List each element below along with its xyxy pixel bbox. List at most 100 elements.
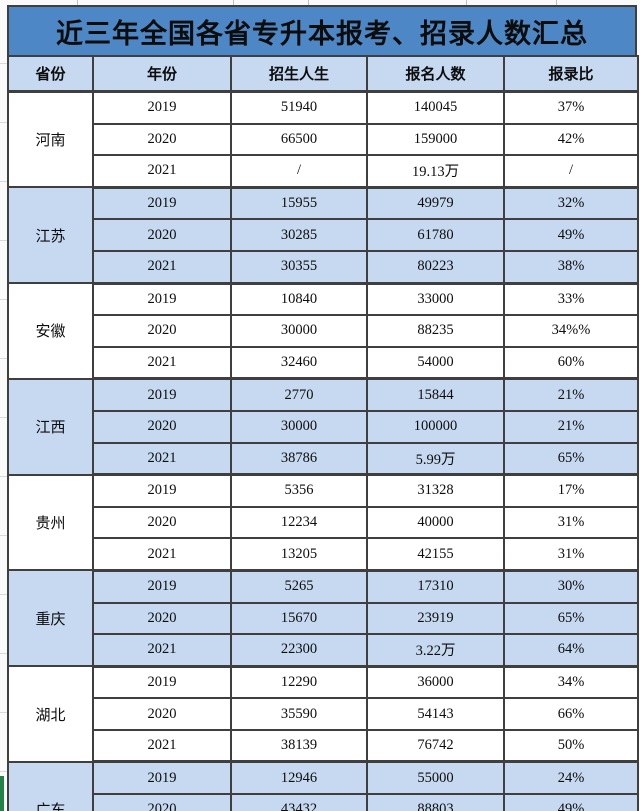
cell-ratio: 66% [503,697,639,731]
cell-ratio: 64% [503,633,639,668]
gridline-tick [308,0,309,5]
cell-ratio: 32% [503,186,639,221]
cell-applicants: 31328 [366,473,505,508]
table-row: 2021 22300 3.22万 64% [8,633,639,668]
gridline-tick [556,0,557,5]
table-row: 2020 30000 88235 34%% [8,314,639,348]
cell-year: 2019 [92,377,232,412]
table-row: 湖北 2019 12290 36000 34% [7,665,639,763]
cell-applicants: 61780 [366,218,505,252]
cell-year: 2019 [92,665,232,700]
header-province: 省份 [7,55,94,93]
table-row: 江西 2019 2770 15844 21% [7,377,639,476]
province-name: 重庆 [7,569,94,668]
sheet-left-gutter [0,5,7,811]
cell-year: 2020 [92,601,232,636]
cell-year: 2019 [92,186,232,221]
cell-enrollment: 30285 [230,218,368,252]
cell-year: 2021 [92,345,232,381]
cell-enrollment: 12290 [230,665,368,700]
table-row: 2021 13205 42155 31% [8,537,639,572]
cell-enrollment: 12234 [230,505,368,540]
province-name: 广东 [7,760,94,811]
cell-year: 2021 [92,537,232,572]
cell-applicants: 80223 [366,249,505,285]
cell-enrollment: 30000 [230,314,368,348]
cell-enrollment: 15955 [230,186,368,221]
cell-enrollment: 30000 [230,409,368,444]
cell-enrollment: 66500 [230,122,368,157]
cell-ratio: 24% [503,760,639,796]
table-row: 2020 35590 54143 66% [8,697,639,731]
cell-enrollment: 35590 [230,697,368,731]
table-row: 2020 43432 88803 49% [8,793,639,811]
province-group: 江西 2019 2770 15844 21% 2020 30000 100000 21% 2021… [7,377,639,477]
cell-year: 2020 [92,409,232,444]
cell-enrollment: 38786 [230,441,368,477]
table-row: 2020 66500 159000 42% [8,122,639,157]
cell-ratio: 21% [503,409,639,444]
summary-table: 近三年全国各省专升本报考、招录人数汇总 省份 年份 招生人生 报名人数 报录比 … [7,5,639,811]
cell-ratio: 31% [503,537,639,572]
cell-year: 2021 [92,441,232,477]
province-group: 贵州 2019 5356 31328 17% 2020 12234 40000 31% 2021 1… [7,473,639,572]
cell-applicants: 54000 [366,345,505,381]
cell-enrollment: 5265 [230,569,368,604]
cell-ratio: 34%% [503,314,639,348]
header-year: 年份 [92,55,232,93]
province-name: 湖北 [7,665,94,763]
province-group: 重庆 2019 5265 17310 30% 2020 15670 23919 65% 2021 2… [7,569,639,668]
gridline-tick [233,0,234,5]
header-applicants: 报名人数 [366,55,505,93]
cell-enrollment: 51940 [230,90,368,125]
cell-applicants: 19.13万 [366,154,505,189]
cell-year: 2019 [92,569,232,604]
cell-applicants: 54143 [366,697,505,731]
cell-enrollment: 38139 [230,728,368,764]
cell-enrollment: 13205 [230,537,368,572]
cell-ratio: 17% [503,473,639,508]
table-row: 安徽 2019 10840 33000 33% [7,282,639,380]
cell-ratio: 21% [503,377,639,412]
table-title: 近三年全国各省专升本报考、招录人数汇总 [7,5,637,55]
cell-enrollment: 2770 [230,377,368,412]
province-name: 江西 [7,377,94,476]
table-row: 广东2019129465500024% [7,760,639,811]
table-row: 2020 15670 23919 65% [8,601,639,636]
cell-enrollment: 5356 [230,473,368,508]
gridline-tick [77,0,78,5]
cell-year: 2021 [92,728,232,764]
cell-year: 2020 [92,218,232,252]
cell-year: 2020 [92,697,232,731]
cell-year: 2020 [92,122,232,157]
cell-enrollment: 22300 [230,633,368,668]
province-name: 安徽 [7,282,94,380]
cell-applicants: 76742 [366,728,505,764]
table-row: 2021 30355 80223 38% [8,249,639,285]
cell-ratio: 38% [503,249,639,285]
table-row: 2021 38139 76742 50% [8,728,639,764]
table-row: 河南 2019 51940 140045 37% [7,90,639,189]
cell-applicants: 17310 [366,569,505,604]
table-row: 贵州 2019 5356 31328 17% [7,473,639,572]
table-row: 2020 30000 100000 21% [8,409,639,444]
cell-applicants: 40000 [366,505,505,540]
province-group: 安徽 2019 10840 33000 33% 2020 30000 88235 34%% 202… [7,282,639,381]
gridline-tick [466,0,467,5]
table-row: 重庆 2019 5265 17310 30% [7,569,639,668]
cell-applicants: 42155 [366,537,505,572]
cell-ratio: 60% [503,345,639,381]
cell-applicants: 140045 [366,90,505,125]
cell-year: 2021 [92,633,232,668]
province-group: 河南 2019 51940 140045 37% 2020 66500 159000 42% 20… [7,90,639,189]
cell-year: 2019 [92,760,232,796]
province-group: 广东2019129465500024%2020434328880349%2021… [7,760,639,811]
cell-year: 2020 [92,793,232,811]
cell-applicants: 23919 [366,601,505,636]
cell-ratio: 30% [503,569,639,604]
table-row: 2021/19.13万 / [8,154,639,189]
cell-ratio: 65% [503,441,639,477]
cell-year: 2019 [92,473,232,508]
table-row: 2020 30285 61780 49% [8,218,639,252]
cell-ratio: / [503,154,639,189]
